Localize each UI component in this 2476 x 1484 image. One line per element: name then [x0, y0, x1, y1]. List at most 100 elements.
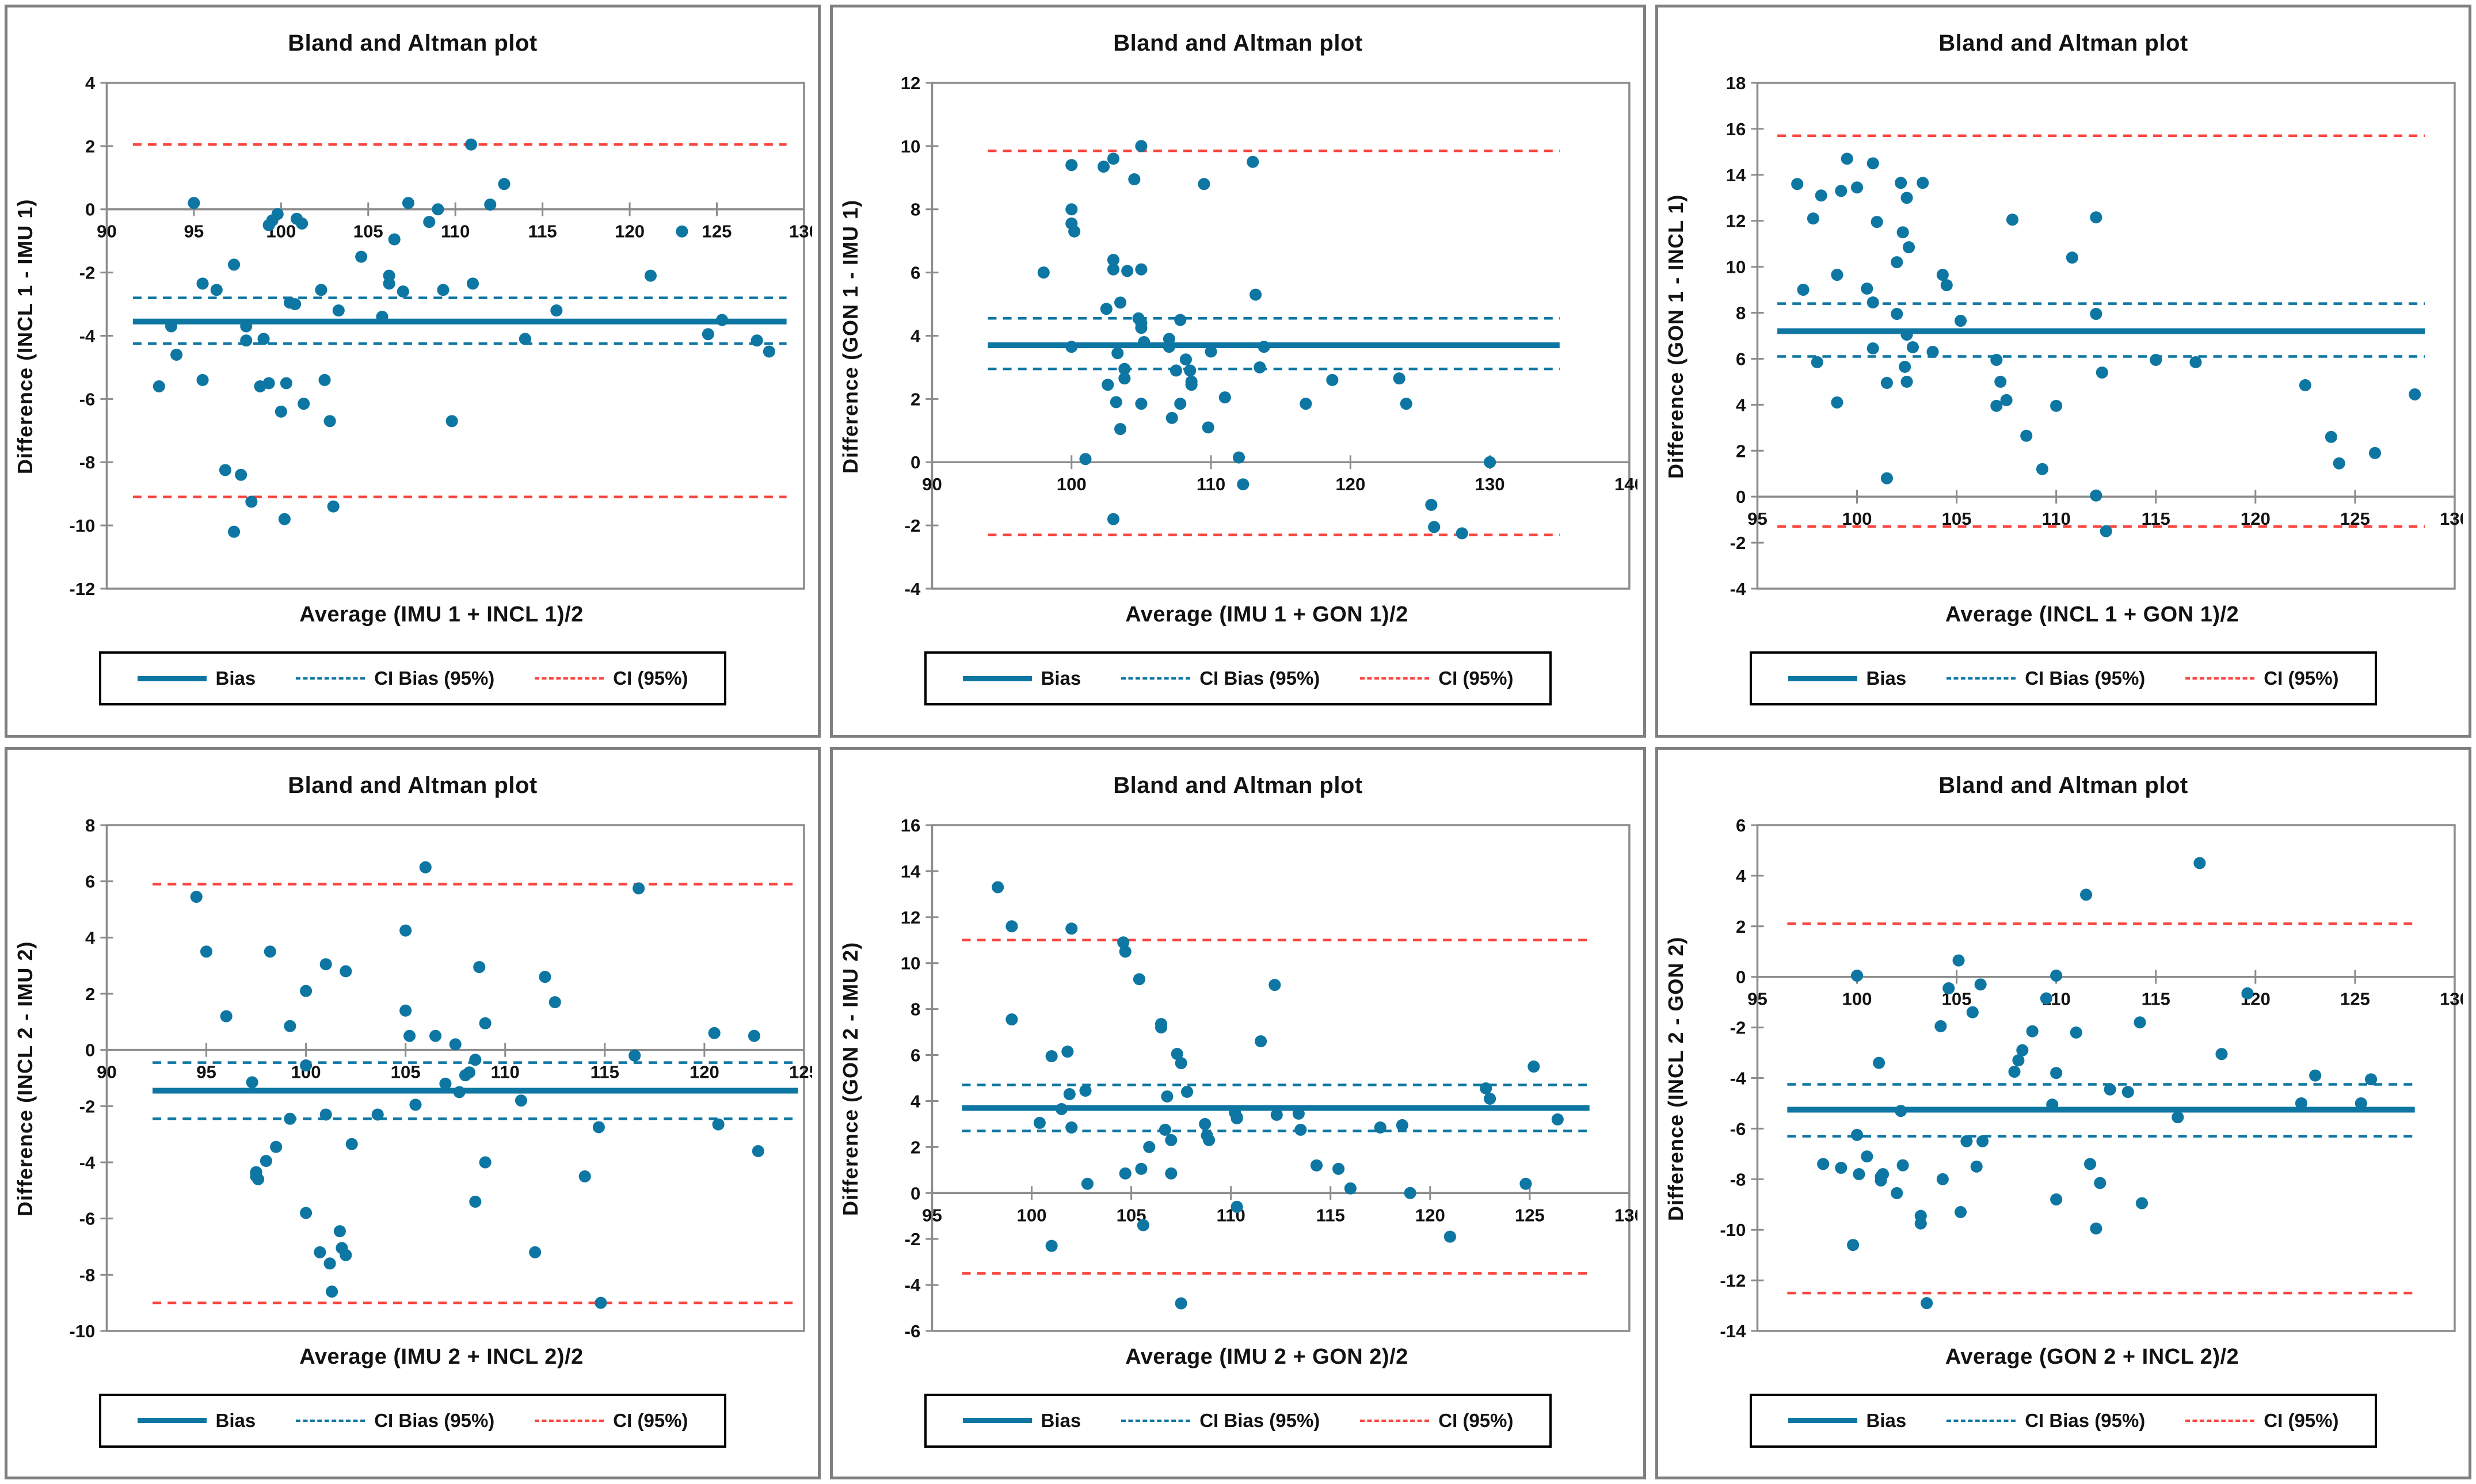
- legend-label: Bias: [1866, 667, 1907, 689]
- svg-text:-10: -10: [69, 516, 95, 536]
- legend-label: CI (95%): [1438, 667, 1514, 689]
- svg-text:8: 8: [911, 200, 920, 220]
- chart-title: Bland and Altman plot: [1938, 30, 2188, 56]
- svg-text:90: 90: [97, 1062, 117, 1082]
- y-axis-label: Difference (INCL 2 - IMU 2): [13, 940, 37, 1216]
- chart-title: Bland and Altman plot: [288, 30, 538, 56]
- legend-label: Bias: [215, 667, 256, 689]
- svg-text:-8: -8: [1730, 1169, 1746, 1189]
- legend-item-ci: CI (95%): [1360, 1410, 1514, 1432]
- svg-text:-14: -14: [1720, 1321, 1746, 1339]
- ci-bias-line-key: [296, 677, 365, 680]
- svg-text:2: 2: [911, 1137, 920, 1157]
- ci-bias-line-key: [1946, 1419, 2016, 1422]
- y-axis-label: Difference (GON 1 - INCL 1): [1664, 194, 1688, 479]
- svg-text:95: 95: [1747, 509, 1768, 529]
- svg-text:130: 130: [789, 222, 812, 242]
- chart-area: Difference (GON 1 - INCL 1) 95 100 105 110 1…: [1664, 76, 2463, 597]
- scatter-chart: 95 100 105 110 115 120 125 130 -4 -2 0 2 4 6 8 10 12 14 16…: [1726, 76, 2463, 597]
- scatter-chart: 90 100 110 120 130 140 -4 -2 0 2 4 6 8 10 12: [901, 76, 1637, 597]
- svg-text:2: 2: [911, 389, 920, 409]
- y-axis-label: Difference (INCL 2 - GON 2): [1664, 936, 1688, 1221]
- scatter-chart: 95100105110115120125130-6-4-202468101214…: [901, 818, 1637, 1339]
- svg-text:4: 4: [1736, 865, 1746, 886]
- panel-incl1-imu1: Bland and Altman plot Difference (INCL 1…: [5, 5, 821, 738]
- ci-line-key: [1360, 677, 1430, 680]
- ci-bias-line-key: [1946, 677, 2016, 680]
- svg-text:0: 0: [1736, 967, 1746, 987]
- svg-text:16: 16: [901, 818, 921, 836]
- svg-text:130: 130: [2440, 989, 2463, 1009]
- svg-text:-4: -4: [1730, 1068, 1746, 1088]
- svg-text:-4: -4: [905, 1275, 921, 1295]
- legend-label: CI Bias (95%): [374, 1409, 495, 1431]
- svg-text:130: 130: [2440, 509, 2463, 529]
- chart-area: Difference (INCL 2 - IMU 2) 90 95 100 105 11…: [13, 818, 812, 1339]
- legend: Bias CI Bias (95%) CI (95%): [98, 1393, 727, 1448]
- svg-text:-2: -2: [905, 516, 921, 536]
- legend-label: CI (95%): [613, 667, 688, 689]
- chart-title: Bland and Altman plot: [1113, 30, 1363, 56]
- legend-label: Bias: [1866, 1409, 1907, 1431]
- svg-text:4: 4: [85, 928, 96, 948]
- chart-area: Difference (INCL 1 - IMU 1) 90 95 100 105 11…: [13, 76, 812, 597]
- legend-label: CI Bias (95%): [1199, 1409, 1320, 1431]
- x-axis-label: Average (INCL 1 + GON 1)/2: [1945, 602, 2239, 627]
- svg-text:2: 2: [85, 984, 95, 1004]
- svg-text:10: 10: [1726, 257, 1746, 277]
- svg-text:100: 100: [1057, 474, 1087, 494]
- chart-title: Bland and Altman plot: [1938, 772, 2188, 798]
- panel-gon1-imu1: Bland and Altman plot Difference (GON 1 …: [830, 5, 1646, 738]
- legend-item-ci: CI (95%): [2185, 1410, 2339, 1432]
- svg-text:130: 130: [1614, 1205, 1637, 1225]
- svg-text:105: 105: [1942, 509, 1972, 529]
- panel-incl2-gon2: Bland and Altman plot Difference (INCL 2…: [1655, 746, 2471, 1479]
- legend: Bias CI Bias (95%) CI (95%): [1749, 651, 2378, 705]
- svg-text:95: 95: [922, 1205, 942, 1225]
- svg-text:-6: -6: [79, 1208, 96, 1229]
- svg-text:105: 105: [391, 1062, 421, 1082]
- legend-item-ci: CI (95%): [535, 667, 688, 689]
- legend-label: Bias: [1041, 667, 1081, 689]
- ci-line-key: [2185, 677, 2255, 680]
- bias-line-key: [1788, 1418, 1857, 1423]
- svg-text:120: 120: [1415, 1205, 1445, 1225]
- svg-text:14: 14: [901, 861, 921, 881]
- ci-bias-line-key: [1121, 677, 1191, 680]
- svg-text:110: 110: [441, 222, 470, 242]
- svg-text:95: 95: [184, 222, 204, 242]
- svg-text:-2: -2: [1730, 533, 1746, 553]
- svg-text:115: 115: [2142, 989, 2170, 1009]
- svg-text:16: 16: [1726, 119, 1746, 139]
- svg-text:90: 90: [97, 222, 117, 242]
- svg-text:12: 12: [1726, 211, 1746, 231]
- svg-text:18: 18: [1726, 76, 1746, 93]
- legend-item-bias: Bias: [1788, 1409, 1907, 1432]
- chart-area: Difference (GON 2 - IMU 2) 95 100 105 110 11…: [839, 818, 1637, 1339]
- legend-label: CI Bias (95%): [2025, 667, 2146, 689]
- ci-line-key: [535, 677, 604, 680]
- legend-label: CI Bias (95%): [1199, 667, 1320, 689]
- svg-text:-8: -8: [79, 1265, 96, 1285]
- svg-text:0: 0: [911, 452, 920, 472]
- bias-line-key: [1788, 676, 1857, 681]
- svg-text:100: 100: [1842, 509, 1872, 529]
- legend-label: CI Bias (95%): [374, 667, 495, 689]
- legend: Bias CI Bias (95%) CI (95%): [1749, 1393, 2378, 1448]
- svg-text:4: 4: [85, 76, 96, 93]
- svg-text:-6: -6: [905, 1321, 921, 1339]
- svg-text:95: 95: [1747, 989, 1768, 1009]
- svg-text:-2: -2: [79, 263, 96, 283]
- svg-text:-2: -2: [79, 1096, 96, 1116]
- svg-text:115: 115: [1316, 1205, 1345, 1225]
- panel-gon2-imu2: Bland and Altman plot Difference (GON 2 …: [830, 746, 1646, 1479]
- svg-text:100: 100: [1842, 989, 1872, 1009]
- chart-title: Bland and Altman plot: [288, 772, 538, 798]
- legend-item-bias: Bias: [137, 667, 256, 689]
- svg-text:6: 6: [85, 871, 95, 891]
- legend-item-bias: Bias: [1788, 667, 1907, 689]
- svg-text:120: 120: [690, 1062, 719, 1082]
- ci-line-key: [2185, 1419, 2255, 1422]
- svg-text:140: 140: [1614, 474, 1637, 494]
